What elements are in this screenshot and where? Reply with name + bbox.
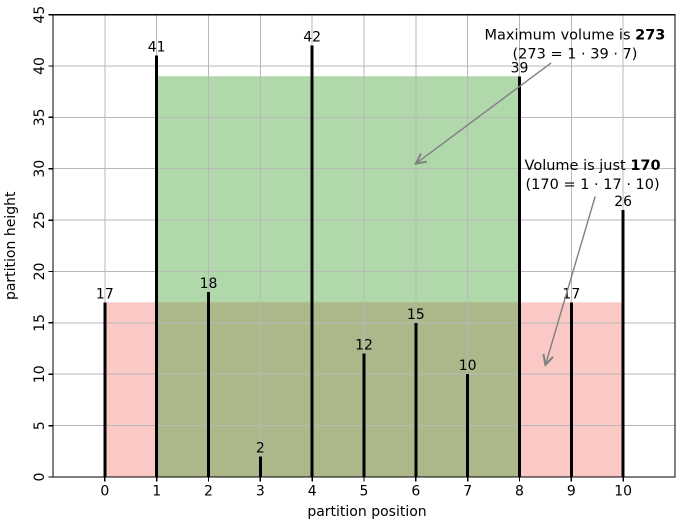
stem-value-label-0: 17 xyxy=(96,286,114,302)
current-volume-annotation: Volume is just 170 (170 = 1 · 17 · 10) xyxy=(525,158,661,365)
max-volume-annotation-line1: Maximum volume is 273 xyxy=(485,27,666,43)
x-tick-label-8: 8 xyxy=(515,484,524,500)
volume-273-region xyxy=(156,76,520,478)
x-tick-label-1: 1 xyxy=(152,484,161,500)
current-volume-annotation-line1: Volume is just 170 xyxy=(525,158,661,174)
stem-value-label-3: 2 xyxy=(256,440,265,456)
stem-value-label-2: 18 xyxy=(200,276,218,292)
x-tick-label-0: 0 xyxy=(100,484,109,500)
x-tick-label-5: 5 xyxy=(360,484,369,500)
stem-value-label-8: 39 xyxy=(511,60,529,76)
y-tick-label-25: 25 xyxy=(32,211,48,229)
y-tick-label-5: 5 xyxy=(32,421,48,430)
x-tick-label-2: 2 xyxy=(204,484,213,500)
y-tick-label-35: 35 xyxy=(32,108,48,126)
stem-value-label-4: 42 xyxy=(303,29,321,45)
y-tick-label-15: 15 xyxy=(32,314,48,332)
stem-value-label-10: 26 xyxy=(614,194,632,210)
y-tick-label-20: 20 xyxy=(32,263,48,281)
x-tick-label-10: 10 xyxy=(614,484,632,500)
x-tick-label-4: 4 xyxy=(308,484,317,500)
y-tick-label-40: 40 xyxy=(32,57,48,75)
y-tick-label-30: 30 xyxy=(32,160,48,178)
y-tick-label-10: 10 xyxy=(32,365,48,383)
max-volume-annotation-arrow xyxy=(416,62,552,164)
x-axis-label: partition position xyxy=(307,504,426,520)
x-tick-label-7: 7 xyxy=(463,484,472,500)
tick-marks xyxy=(48,13,624,482)
current-volume-annotation-arrow xyxy=(545,196,596,365)
current-volume-annotation-line2: (170 = 1 · 17 · 10) xyxy=(526,177,660,193)
stem-value-label-6: 15 xyxy=(407,307,425,323)
max-volume-annotation-line2: (273 = 1 · 39 · 7) xyxy=(513,46,638,62)
stem-value-label-5: 12 xyxy=(355,338,373,354)
stem-value-label-7: 10 xyxy=(459,358,477,374)
y-tick-label-45: 45 xyxy=(32,6,48,24)
x-tick-label-6: 6 xyxy=(411,484,420,500)
x-tick-label-3: 3 xyxy=(256,484,265,500)
max-volume-annotation: Maximum volume is 273 (273 = 1 · 39 · 7) xyxy=(416,27,666,164)
y-tick-label-0: 0 xyxy=(32,473,48,482)
y-axis-label: partition height xyxy=(3,191,19,300)
x-tick-label-9: 9 xyxy=(567,484,576,500)
stem-value-label-1: 41 xyxy=(148,40,166,56)
